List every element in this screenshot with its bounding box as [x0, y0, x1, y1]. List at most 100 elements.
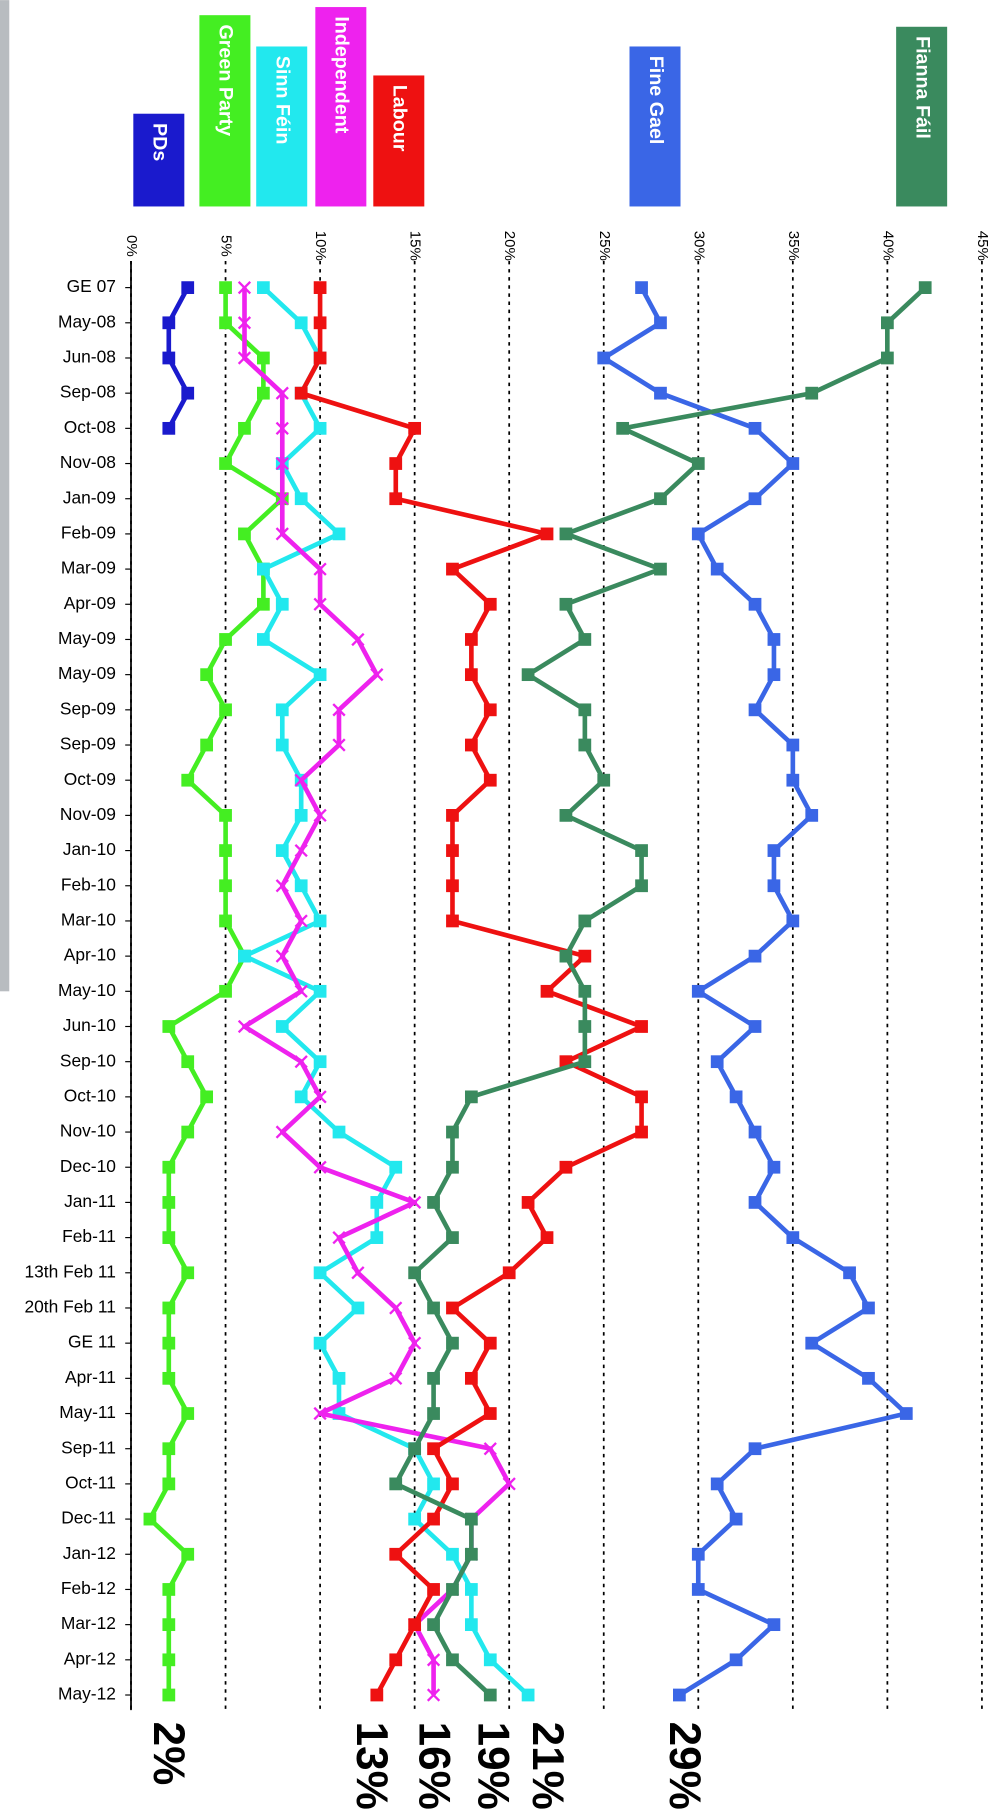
marker [332, 703, 346, 717]
marker [275, 703, 289, 717]
marker [238, 527, 251, 541]
marker [578, 738, 592, 752]
y-tick-label: Oct-08 [64, 417, 116, 437]
y-tick-label: Oct-11 [65, 1472, 116, 1492]
marker [275, 844, 289, 857]
marker [559, 1160, 573, 1174]
marker [181, 1055, 195, 1069]
marker [862, 1301, 875, 1315]
marker [313, 668, 327, 682]
marker [332, 1371, 346, 1385]
y-tick-label: Feb-12 [61, 1578, 116, 1598]
marker [162, 1688, 176, 1702]
marker [540, 984, 554, 998]
marker [162, 1231, 176, 1244]
marker [654, 562, 667, 576]
marker [219, 703, 232, 717]
marker [635, 879, 648, 893]
end-label: 13% [347, 1722, 396, 1810]
y-tick-label: Apr-11 [65, 1367, 116, 1387]
marker [351, 632, 365, 647]
marker [446, 1336, 459, 1350]
marker [748, 703, 762, 717]
y-tick-label: Nov-08 [60, 452, 116, 472]
y-tick-label: Feb-09 [61, 523, 116, 543]
marker [408, 1442, 422, 1456]
y-tick-label: Apr-09 [64, 593, 116, 613]
marker [408, 1336, 422, 1350]
end-label: 21% [523, 1722, 572, 1810]
marker [294, 773, 308, 787]
marker [370, 1196, 384, 1209]
y-tick-label: Jan-11 [64, 1191, 116, 1211]
marker [918, 281, 932, 294]
marker [219, 633, 232, 646]
marker [578, 1020, 592, 1033]
marker [294, 914, 308, 928]
y-tick-label: GE 11 [68, 1332, 116, 1352]
x-tick-label: 45% [974, 231, 991, 261]
marker [313, 914, 327, 928]
marker [162, 1301, 176, 1315]
marker [313, 597, 327, 611]
marker [408, 1195, 422, 1210]
marker [370, 1231, 384, 1244]
marker [181, 1547, 195, 1561]
marker [313, 1160, 327, 1174]
marker [313, 562, 327, 576]
marker [427, 1477, 440, 1491]
marker [162, 1618, 176, 1632]
marker [237, 351, 252, 365]
marker [464, 1547, 478, 1561]
marker [408, 1618, 422, 1632]
marker [691, 1583, 705, 1596]
y-tick-label: Nov-10 [60, 1121, 116, 1141]
marker [256, 633, 270, 646]
y-tick-label: May-12 [58, 1684, 116, 1704]
marker [521, 1196, 535, 1209]
marker [786, 457, 800, 470]
marker [389, 1547, 403, 1561]
marker [200, 1090, 214, 1104]
marker [313, 281, 327, 294]
marker [256, 386, 270, 400]
y-tick-label: May-09 [58, 628, 116, 648]
y-tick-label: Mar-12 [61, 1613, 116, 1633]
marker [143, 1512, 157, 1526]
marker [464, 668, 478, 682]
y-tick-label: May-09 [58, 663, 116, 683]
marker [748, 949, 762, 963]
marker [332, 1230, 346, 1245]
legend-item: Fine Gael [629, 46, 681, 207]
marker [294, 843, 308, 858]
marker [446, 1125, 459, 1139]
marker [767, 1618, 781, 1632]
marker [294, 809, 308, 822]
marker [899, 1407, 913, 1420]
x-tick-label: 25% [596, 231, 613, 261]
legend-box [896, 26, 948, 207]
marker [729, 1512, 743, 1526]
marker [237, 280, 252, 295]
marker [313, 1090, 327, 1104]
y-tick-label: 20th Feb 11 [24, 1297, 115, 1317]
legend-box [373, 75, 425, 207]
marker [408, 1266, 422, 1280]
y-tick-label: Dec-11 [61, 1508, 116, 1528]
marker [710, 1055, 724, 1069]
marker [181, 1266, 195, 1280]
marker [427, 1301, 440, 1315]
y-tick-label: Dec-10 [60, 1156, 116, 1176]
marker [578, 1055, 592, 1069]
marker [483, 703, 497, 717]
marker [181, 773, 195, 787]
marker [446, 914, 459, 928]
marker [654, 316, 667, 330]
marker [767, 668, 781, 682]
marker [691, 984, 705, 998]
marker [729, 1653, 743, 1667]
marker [162, 1336, 176, 1350]
y-tick-label: Oct-09 [64, 769, 116, 789]
marker [635, 1125, 648, 1139]
marker [502, 1266, 516, 1280]
